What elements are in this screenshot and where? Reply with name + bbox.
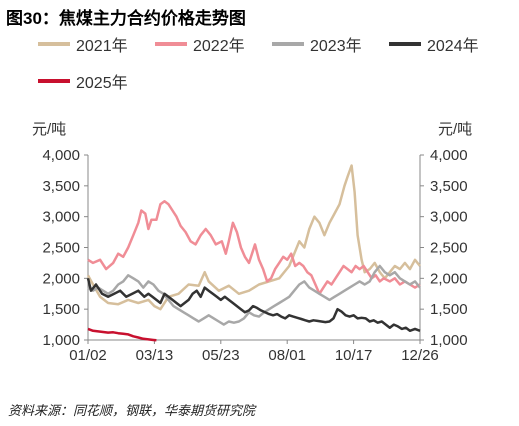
legend-swatch-2024	[389, 42, 421, 46]
series-line-2022	[87, 200, 421, 296]
series-line-2021	[86, 164, 421, 311]
y-tick-label-right: 1,000	[430, 332, 468, 349]
legend-item-2023: 2023年	[272, 32, 362, 56]
x-tick-label: 12/26	[401, 347, 439, 364]
legend-item-2024: 2024年	[389, 32, 479, 56]
chart-lines	[86, 164, 421, 342]
source-note: 资料来源：同花顺，钢联，华泰期货研究院	[8, 403, 256, 418]
y-tick-label-right: 2,000	[430, 270, 468, 287]
legend-label-2024: 2024年	[427, 38, 479, 55]
series-line-2023	[87, 264, 421, 326]
x-tick-label: 03/13	[136, 347, 174, 364]
legend-label-2022: 2022年	[193, 38, 245, 55]
legend-item-2021: 2021年	[38, 32, 128, 56]
legend-label-2025: 2025年	[76, 75, 128, 92]
legend-label-2023: 2023年	[310, 38, 362, 55]
legend-label-2021: 2021年	[76, 38, 128, 55]
legend-swatch-2021	[38, 42, 70, 46]
y-tick-label-right: 1,500	[430, 301, 468, 318]
y-tick-label-left: 2,500	[42, 240, 80, 257]
y-axis-unit-right: 元/吨	[438, 121, 473, 138]
y-tick-label-right: 2,500	[430, 240, 468, 257]
x-tick-label: 01/02	[69, 347, 107, 364]
y-tick-label-right: 3,500	[430, 178, 468, 195]
y-tick-label-left: 1,500	[42, 301, 80, 318]
legend-item-2025: 2025年	[38, 69, 128, 93]
series-line-2024	[86, 278, 421, 333]
y-tick-label-right: 4,000	[430, 147, 468, 164]
x-tick-label: 10/17	[335, 347, 373, 364]
chart-title: 图30：焦煤主力合约价格走势图	[6, 9, 246, 28]
series-line-2025	[87, 327, 157, 342]
chart-axes: 1,000 1,000 1,500 1,500 2,000 2,000 2,500 2,500…	[42, 147, 467, 364]
x-tick-label: 05/23	[202, 347, 240, 364]
y-tick-label-left: 4,000	[42, 147, 80, 164]
legend-swatch-2025	[38, 79, 70, 83]
y-tick-label-left: 3,500	[42, 178, 80, 195]
y-tick-label-left: 2,000	[42, 270, 80, 287]
legend-item-2022: 2022年	[155, 32, 245, 56]
y-tick-label-right: 3,000	[430, 209, 468, 226]
x-tick-label: 08/01	[268, 347, 306, 364]
y-tick-label-left: 1,000	[42, 332, 80, 349]
legend-swatch-2022	[155, 42, 187, 46]
y-axis-unit-left: 元/吨	[32, 121, 67, 138]
y-tick-label-left: 3,000	[42, 209, 80, 226]
legend-swatch-2023	[272, 42, 304, 46]
